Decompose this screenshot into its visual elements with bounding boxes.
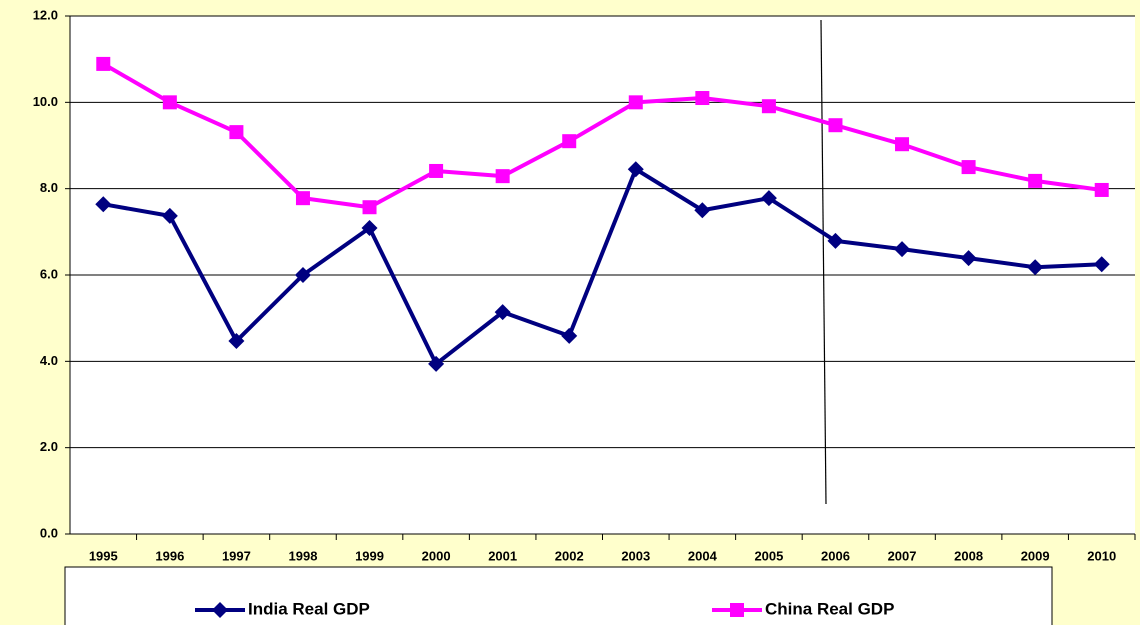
y-tick-label: 0.0 xyxy=(40,525,58,540)
marker xyxy=(294,267,311,283)
x-tick-label: 2009 xyxy=(1021,548,1050,563)
series-line xyxy=(102,62,1102,210)
marker xyxy=(960,250,977,267)
marker xyxy=(627,161,644,178)
x-tick-label: 2000 xyxy=(422,548,451,563)
legend-marker xyxy=(730,603,744,617)
marker xyxy=(694,202,711,219)
y-tick-label: 2.0 xyxy=(40,439,58,454)
marker xyxy=(1027,259,1044,276)
x-tick-label: 1999 xyxy=(355,548,384,563)
marker xyxy=(494,304,511,321)
legend-label: India Real GDP xyxy=(248,599,370,618)
marker xyxy=(362,200,377,215)
marker xyxy=(495,169,510,184)
marker xyxy=(961,160,976,175)
y-tick-label: 6.0 xyxy=(40,266,58,281)
legend-label: China Real GDP xyxy=(765,599,894,618)
marker xyxy=(761,99,776,114)
y-tick-label: 4.0 xyxy=(40,353,58,368)
annotation-line xyxy=(820,19,827,505)
marker xyxy=(828,118,843,133)
marker xyxy=(561,327,578,344)
y-tick-label: 8.0 xyxy=(40,180,58,195)
marker xyxy=(895,137,910,152)
marker xyxy=(96,56,111,71)
y-tick-label: 12.0 xyxy=(33,7,58,22)
marker xyxy=(1028,173,1043,188)
marker xyxy=(562,134,577,149)
marker xyxy=(760,190,777,207)
x-tick-label: 1996 xyxy=(155,548,184,563)
legend-box xyxy=(64,566,1053,625)
marker xyxy=(162,95,177,110)
marker xyxy=(95,196,112,213)
x-tick-label: 2007 xyxy=(888,548,917,563)
marker xyxy=(1093,256,1110,273)
marker xyxy=(428,355,445,372)
marker xyxy=(695,91,710,106)
x-tick-label: 2003 xyxy=(621,548,650,563)
marker xyxy=(628,95,643,110)
marker xyxy=(229,125,244,140)
x-tick-label: 2006 xyxy=(821,548,850,563)
x-tick-label: 1997 xyxy=(222,548,251,563)
x-tick-label: 2001 xyxy=(488,548,517,563)
marker xyxy=(1094,182,1109,197)
marker xyxy=(361,219,378,236)
marker xyxy=(894,241,911,258)
y-tick-label: 10.0 xyxy=(33,94,58,109)
marker xyxy=(827,232,844,249)
legend-marker xyxy=(212,602,228,618)
marker xyxy=(295,191,310,206)
series-line xyxy=(102,167,1102,366)
x-tick-label: 2005 xyxy=(754,548,783,563)
x-tick-label: 2008 xyxy=(954,548,983,563)
x-tick-label: 2010 xyxy=(1087,548,1116,563)
x-tick-label: 1995 xyxy=(89,548,118,563)
x-tick-label: 1998 xyxy=(289,548,318,563)
marker xyxy=(429,163,444,178)
x-tick-label: 2004 xyxy=(688,548,718,563)
marker xyxy=(228,333,245,350)
marker xyxy=(161,207,178,224)
x-tick-label: 2002 xyxy=(555,548,584,563)
